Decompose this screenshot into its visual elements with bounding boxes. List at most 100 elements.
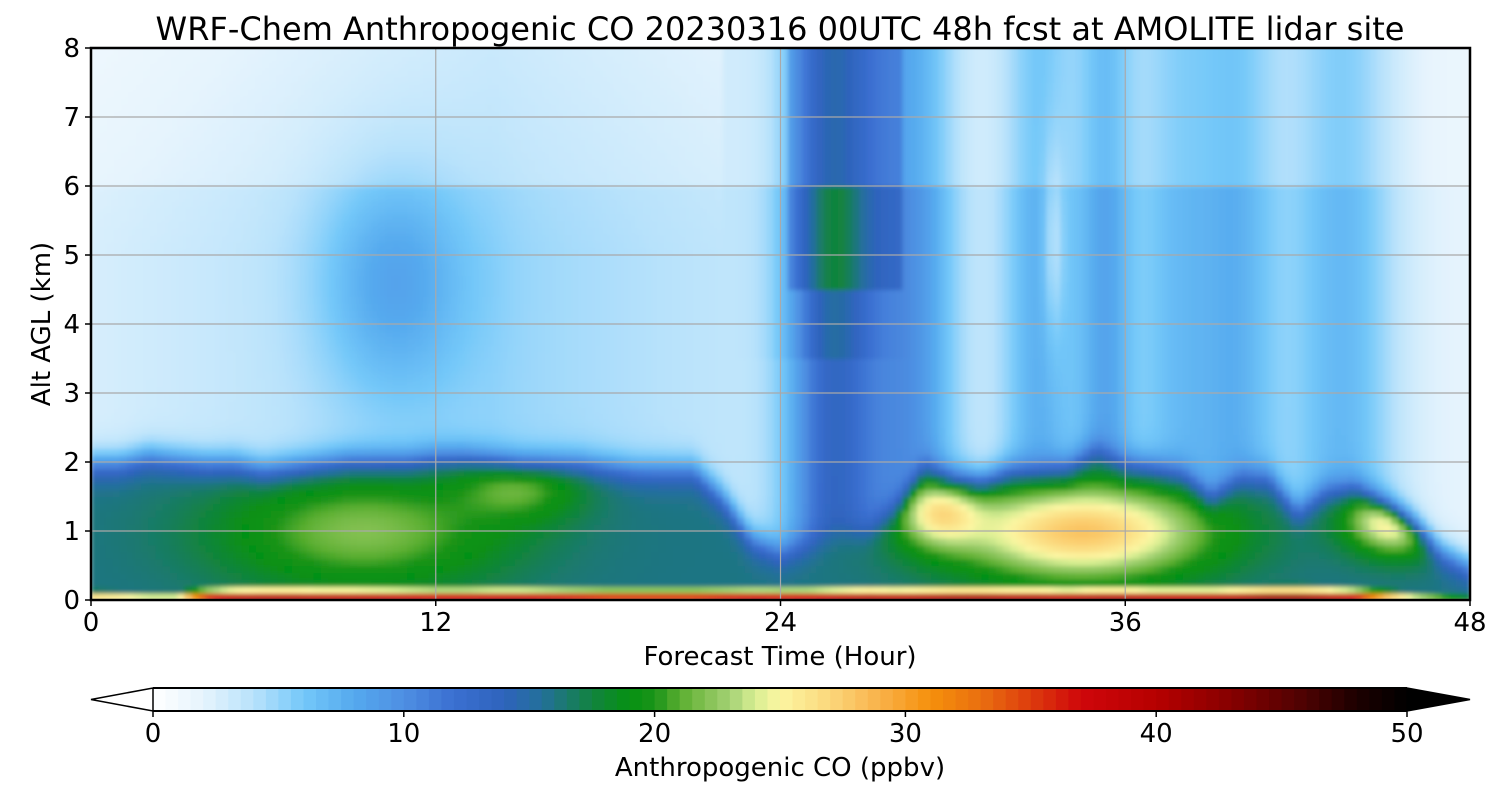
x-tick-label-1: 12: [419, 608, 452, 638]
colorbar-swatch: [391, 688, 405, 711]
colorbar-swatch: [378, 688, 392, 711]
y-tick-label-2: 2: [63, 448, 80, 478]
colorbar-swatch: [629, 688, 643, 711]
colorbar-swatch: [616, 688, 631, 711]
colorbar-swatch: [1369, 688, 1383, 711]
colorbar-swatch: [428, 688, 442, 711]
colorbar-swatch: [366, 688, 380, 711]
colorbar-swatch: [1394, 688, 1408, 711]
colorbar-swatch: [1168, 688, 1182, 711]
colorbar-swatch: [1381, 688, 1395, 711]
colorbar-swatch: [341, 688, 355, 711]
colorbar-swatch: [754, 688, 768, 711]
y-tick-label-6: 6: [63, 172, 80, 202]
colorbar-swatch: [1143, 688, 1157, 711]
colorbar-swatch: [328, 688, 342, 711]
colorbar-swatch: [867, 688, 881, 711]
colorbar-swatch: [692, 688, 706, 711]
y-axis-label: Alt AGL (km): [27, 242, 57, 406]
colorbar-swatch: [491, 688, 505, 711]
colorbar-swatch: [654, 688, 668, 711]
y-axis-ticks: 0 1 2 3 4 5 6 7 8: [63, 34, 91, 616]
x-tick-label-2: 24: [764, 608, 797, 638]
colorbar-tick-label-0: 0: [145, 719, 162, 749]
colorbar-swatch: [1331, 688, 1345, 711]
colorbar-swatch: [1018, 688, 1032, 711]
colorbar-swatch: [441, 688, 455, 711]
colorbar-swatch: [1344, 688, 1358, 711]
colorbar-max-extend-arrow: [1406, 687, 1471, 712]
x-axis-label: Forecast Time (Hour): [643, 642, 916, 672]
colorbar-swatch: [1030, 688, 1044, 711]
y-tick-label-0: 0: [63, 586, 80, 616]
colorbar-swatch: [1043, 688, 1057, 711]
colorbar-min-extend-arrow: [90, 687, 154, 712]
colorbar-swatch: [1206, 688, 1220, 711]
x-tick-label-0: 0: [83, 608, 100, 638]
colorbar-swatch: [165, 688, 179, 711]
colorbar-swatch: [579, 688, 593, 711]
colorbar-swatch: [253, 688, 267, 711]
colorbar-swatch: [1181, 688, 1195, 711]
colorbar-swatch: [403, 688, 417, 711]
colorbar-swatch: [466, 688, 480, 711]
colorbar-tick-label-3: 30: [889, 719, 922, 749]
colorbar-swatch: [1306, 688, 1320, 711]
chart-title: WRF-Chem Anthropogenic CO 20230316 00UTC…: [156, 10, 1405, 48]
colorbar-swatch: [805, 688, 819, 711]
colorbar-swatch: [1356, 688, 1370, 711]
colorbar-swatch: [203, 688, 217, 711]
colorbar-swatch: [955, 688, 969, 711]
colorbar-swatch: [892, 688, 906, 711]
colorbar-swatch: [541, 688, 555, 711]
colorbar-swatch: [667, 688, 681, 711]
co-concentration-field: [91, 48, 1470, 600]
colorbar-swatch: [905, 688, 919, 711]
colorbar-swatch: [529, 688, 543, 711]
colorbar-swatch: [1243, 688, 1258, 711]
colorbar-swatch: [215, 688, 229, 711]
y-tick-label-3: 3: [63, 379, 80, 409]
colorbar-swatch: [604, 688, 618, 711]
colorbar-swatch: [1281, 688, 1295, 711]
colorbar-swatch: [1005, 688, 1019, 711]
colorbar-tick-label-2: 20: [638, 719, 671, 749]
colorbar-swatch: [742, 688, 756, 711]
colorbar-swatch: [479, 688, 493, 711]
colorbar-swatch: [516, 688, 530, 711]
colorbar-swatch: [717, 688, 731, 711]
x-tick-label-3: 36: [1109, 608, 1142, 638]
colorbar: [90, 687, 1471, 712]
colorbar-swatch: [353, 688, 367, 711]
colorbar-swatch: [153, 688, 167, 711]
colorbar-swatch: [290, 688, 304, 711]
y-tick-label-7: 7: [63, 103, 80, 133]
colorbar-swatch: [504, 688, 518, 711]
colorbar-swatch: [178, 688, 192, 711]
y-tick-label-4: 4: [63, 310, 80, 340]
colorbar-swatch: [190, 688, 204, 711]
colorbar-swatch: [679, 688, 693, 711]
colorbar-swatch: [1068, 688, 1082, 711]
colorbar-swatch: [780, 688, 794, 711]
plot-gridlines: [91, 48, 1470, 600]
colorbar-swatch: [830, 688, 844, 711]
colorbar-swatch: [1231, 688, 1245, 711]
colorbar-swatch: [1256, 688, 1270, 711]
y-tick-label-1: 1: [63, 517, 80, 547]
colorbar-swatch: [855, 688, 869, 711]
y-tick-label-5: 5: [63, 241, 80, 271]
colorbar-swatch: [1131, 688, 1145, 711]
colorbar-outline: [153, 687, 1407, 712]
colorbar-swatch: [1055, 688, 1069, 711]
colorbar-swatch: [767, 688, 781, 711]
colorbar-swatch: [980, 688, 994, 711]
x-axis-ticks: 0 12 24 36 48: [83, 600, 1487, 638]
colorbar-swatch: [566, 688, 580, 711]
y-tick-label-8: 8: [63, 34, 80, 64]
colorbar-swatch: [642, 688, 656, 711]
colorbar-swatch: [842, 688, 856, 711]
colorbar-swatch: [1193, 688, 1207, 711]
colorbar-swatch: [817, 688, 831, 711]
